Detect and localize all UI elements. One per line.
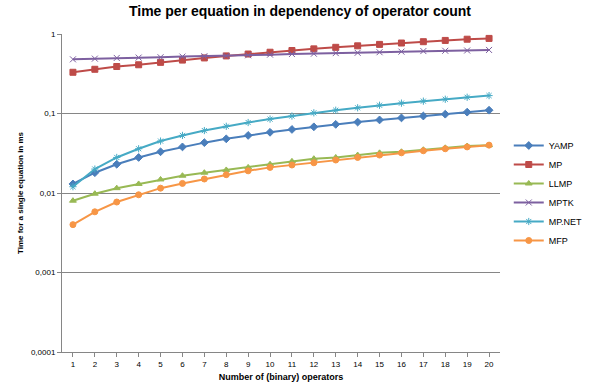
svg-text:11: 11 [288,360,297,369]
svg-text:4: 4 [136,360,141,369]
svg-text:0,0001: 0,0001 [31,348,56,357]
svg-text:18: 18 [441,360,450,369]
svg-text:Time for a single equation in: Time for a single equation in ms [16,131,25,254]
svg-text:15: 15 [375,360,384,369]
svg-text:8: 8 [224,360,229,369]
svg-text:1: 1 [51,30,56,39]
svg-text:Time per equation in dependenc: Time per equation in dependency of opera… [129,3,471,19]
svg-text:MFP: MFP [549,236,568,246]
svg-text:17: 17 [419,360,428,369]
svg-text:LLMP: LLMP [549,179,573,189]
svg-text:0,01: 0,01 [40,189,56,198]
svg-text:13: 13 [331,360,340,369]
svg-text:16: 16 [397,360,406,369]
svg-text:YAMP: YAMP [549,141,574,151]
svg-text:MPTK: MPTK [549,198,574,208]
svg-text:19: 19 [463,360,472,369]
svg-text:10: 10 [266,360,275,369]
svg-text:3: 3 [115,360,120,369]
svg-text:MP: MP [549,160,563,170]
svg-text:12: 12 [309,360,318,369]
svg-text:Number of (binary) operators: Number of (binary) operators [219,372,344,382]
svg-text:0,1: 0,1 [44,109,56,118]
svg-text:2: 2 [93,360,98,369]
svg-text:1: 1 [71,360,76,369]
svg-text:14: 14 [353,360,362,369]
svg-text:0,001: 0,001 [35,268,56,277]
svg-text:MP.NET: MP.NET [549,217,582,227]
svg-text:20: 20 [485,360,494,369]
svg-text:9: 9 [246,360,251,369]
svg-text:6: 6 [180,360,185,369]
svg-text:7: 7 [202,360,207,369]
svg-text:5: 5 [158,360,163,369]
